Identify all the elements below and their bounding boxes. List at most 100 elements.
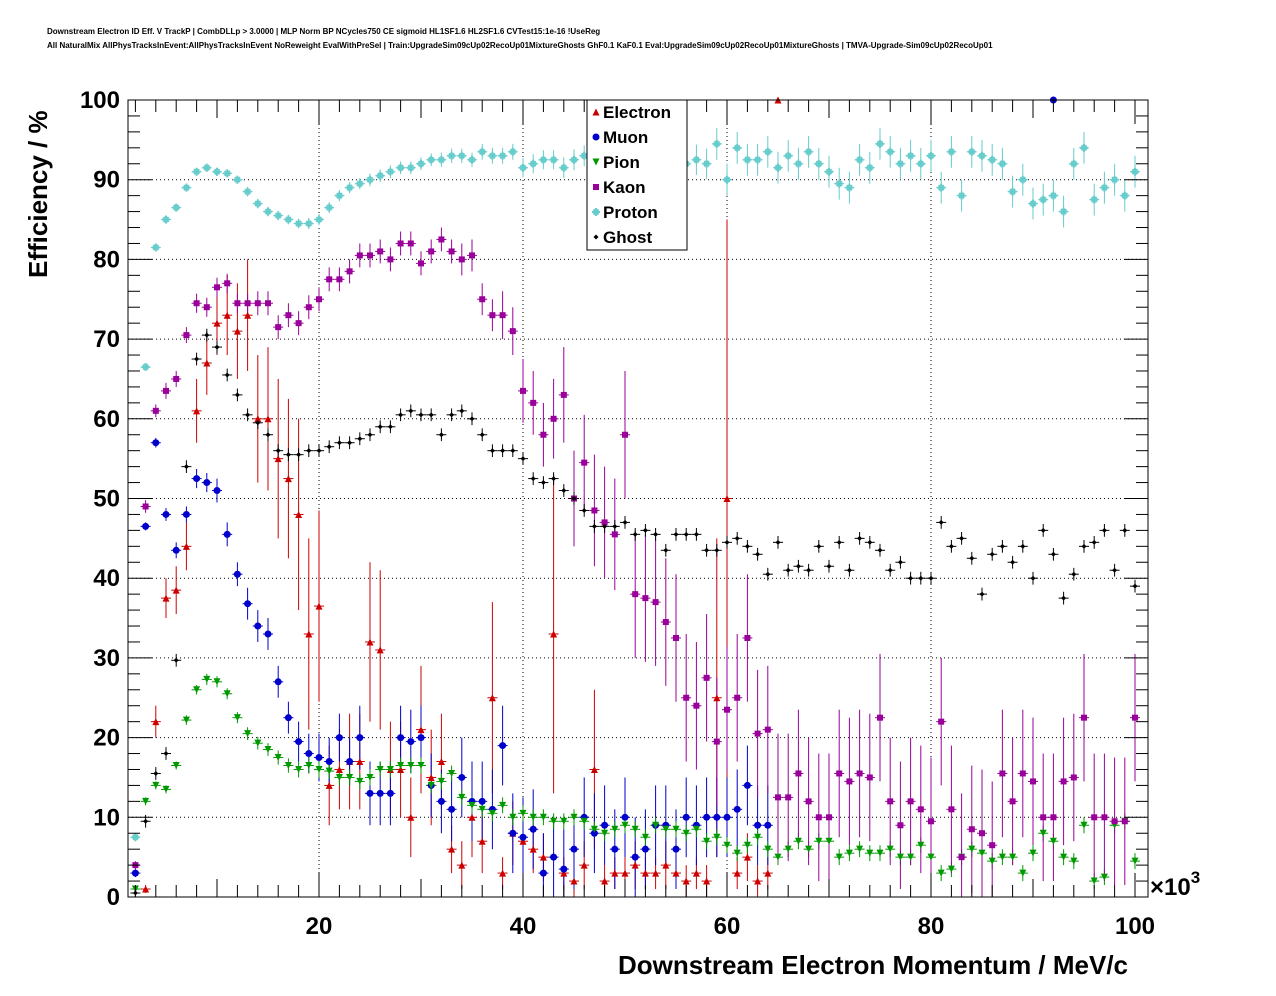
ghost-point [785, 567, 791, 573]
ghost-point [500, 448, 506, 454]
pion-point [142, 797, 150, 805]
x-tick-label: 80 [918, 913, 945, 940]
pion-point [213, 678, 221, 686]
y-tick-label: 50 [93, 486, 120, 513]
muon-point [499, 742, 507, 750]
pion-point [448, 769, 456, 777]
y-tick-label: 60 [93, 406, 120, 433]
electron-point [590, 765, 598, 773]
ghost-point [428, 412, 434, 418]
ghost-point [438, 432, 444, 438]
pion-point [682, 829, 690, 837]
proton-point [804, 147, 813, 156]
proton-point [1049, 191, 1058, 200]
electron-point [376, 646, 384, 654]
pion-point [397, 761, 405, 769]
kaon-point [713, 738, 720, 745]
electron-point [203, 359, 211, 367]
pion-point [794, 837, 802, 845]
ghost-point [1050, 551, 1056, 557]
ghost-point [806, 567, 812, 573]
pion-point [978, 849, 986, 857]
pion-point [376, 765, 384, 773]
pion-point [244, 730, 252, 738]
pion-point [968, 845, 976, 853]
kaon-point [754, 730, 761, 737]
kaon-point [1121, 818, 1128, 825]
kaon-point [622, 431, 628, 438]
legend-marker-ghost [593, 234, 599, 240]
proton-point [202, 163, 211, 172]
pion-point [386, 765, 394, 773]
kaon-point [489, 312, 496, 319]
pion-point [896, 853, 904, 861]
muon-point [386, 789, 394, 797]
muon-point [152, 439, 160, 447]
proton-point [1090, 195, 1099, 204]
proton-point [376, 171, 385, 180]
muon-point [376, 789, 384, 797]
kaon-point [458, 256, 465, 263]
pion-point [529, 813, 537, 821]
kaon-point [703, 674, 710, 681]
proton-point [264, 207, 272, 216]
ghost-point [540, 480, 546, 486]
legend-label-muon: Muon [603, 128, 648, 147]
ghost-point [520, 456, 526, 462]
ghost-point [1081, 543, 1087, 549]
proton-point [335, 191, 344, 200]
ghost-point [153, 770, 159, 776]
proton-point [427, 155, 436, 164]
muon-point [274, 678, 282, 686]
pion-point [550, 817, 558, 825]
electron-point [713, 694, 721, 702]
proton-point [712, 139, 721, 148]
proton-point [1008, 187, 1017, 196]
ghost-point [459, 408, 465, 414]
pion-point [601, 829, 609, 837]
electron-point [356, 758, 364, 766]
electron-point [417, 726, 425, 734]
proton-point [774, 163, 782, 172]
kaon-point [163, 387, 169, 394]
legend-label-pion: Pion [603, 153, 640, 172]
electron-point [335, 765, 343, 773]
legend-label-ghost: Ghost [603, 228, 652, 247]
muon-point [325, 758, 333, 766]
kaon-point [295, 320, 302, 327]
ghost-point [265, 432, 271, 438]
kaon-point [326, 276, 333, 283]
axis-ticks [128, 99, 1148, 898]
electron-point [325, 781, 333, 789]
pion-point [356, 777, 364, 785]
pion-point [621, 821, 629, 829]
pion-point [570, 813, 578, 821]
kaon-point [214, 284, 220, 291]
electron-point [539, 853, 547, 861]
ghost-point [530, 476, 536, 482]
muon-point [539, 869, 547, 877]
kaon-point [397, 240, 404, 247]
kaon-point [346, 268, 353, 275]
proton-point [131, 833, 140, 842]
kaon-point [673, 634, 679, 641]
proton-point [1110, 175, 1119, 184]
legend-marker-kaon [593, 184, 599, 190]
ghost-point [642, 527, 648, 533]
proton-point [366, 175, 374, 184]
x-tick-labels: 20 40 60 80 100 [306, 913, 1155, 940]
kaon-point [407, 240, 414, 247]
kaon-point [683, 694, 690, 701]
kaon-point [734, 694, 741, 701]
proton-point [794, 159, 803, 168]
pion-point [509, 813, 517, 821]
muon-point [182, 510, 190, 518]
electron-point [182, 542, 190, 550]
proton-point [386, 167, 395, 176]
kaon-point [173, 375, 180, 382]
legend: Electron Muon Pion Kaon Proton Ghost [586, 99, 688, 251]
kaon-point [336, 276, 343, 283]
electron-point [437, 758, 445, 766]
ghost-point [489, 448, 495, 454]
legend-marker-proton [592, 208, 600, 216]
